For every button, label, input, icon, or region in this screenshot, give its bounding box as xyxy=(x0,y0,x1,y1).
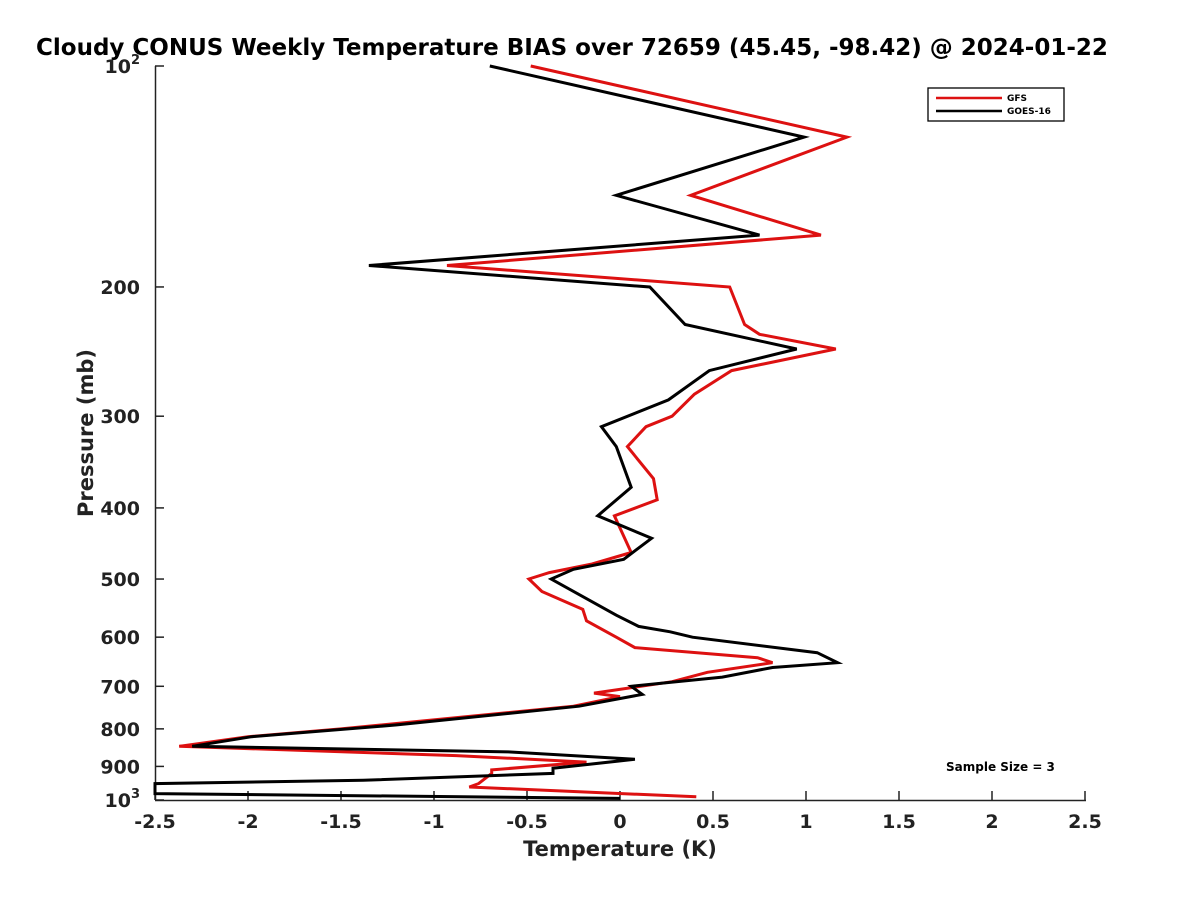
y-tick-label: 103 xyxy=(105,787,141,812)
y-tick-label: 300 xyxy=(100,406,140,428)
x-tick-label: -2 xyxy=(237,811,258,833)
chart-title: Cloudy CONUS Weekly Temperature BIAS ove… xyxy=(36,35,1108,61)
x-tick-label: -0.5 xyxy=(506,811,548,833)
sample-size-note: Sample Size = 3 xyxy=(946,760,1055,774)
legend: GFS GOES-16 xyxy=(927,87,1065,122)
x-tick-label: 2.5 xyxy=(1068,811,1102,833)
x-tick-label: -1 xyxy=(423,811,444,833)
series-line-gfs xyxy=(178,64,853,799)
x-tick-label: -1.5 xyxy=(320,811,362,833)
x-axis-label: Temperature (K) xyxy=(523,837,717,861)
y-tick-label: 500 xyxy=(100,569,140,591)
y-tick-label: 600 xyxy=(100,627,140,649)
legend-label-goes-16: GOES-16 xyxy=(1007,107,1051,117)
x-tick-label: 2 xyxy=(985,811,998,833)
series-layer xyxy=(153,64,853,800)
x-ticks: -2.5 -2 -1.5 -1 -0.5 0 0.5 1 1.5 2 2.5 xyxy=(134,791,1102,833)
y-axis-label: Pressure (mb) xyxy=(74,349,98,517)
legend-label-gfs: GFS xyxy=(1007,94,1027,104)
x-tick-label: 1 xyxy=(799,811,812,833)
x-tick-label: 1.5 xyxy=(882,811,916,833)
y-tick-label: 800 xyxy=(100,719,140,741)
y-tick-label: 400 xyxy=(100,498,140,520)
y-tick-label: 700 xyxy=(100,676,140,698)
y-tick-label: 900 xyxy=(100,756,140,778)
x-tick-label: -2.5 xyxy=(134,811,176,833)
y-ticks: 102 200 300 400 500 600 700 800 900 103 xyxy=(100,53,164,812)
series-line-goes-16 xyxy=(153,64,844,800)
x-tick-label: 0.5 xyxy=(696,811,730,833)
y-tick-label: 200 xyxy=(100,277,140,299)
x-tick-label: 0 xyxy=(613,811,626,833)
y-tick-label: 102 xyxy=(105,53,141,78)
plot-area: -2.5 -2 -1.5 -1 -0.5 0 0.5 1 1.5 2 2.5 102 200 300 40… xyxy=(100,53,1102,833)
legend-box xyxy=(927,87,1065,122)
